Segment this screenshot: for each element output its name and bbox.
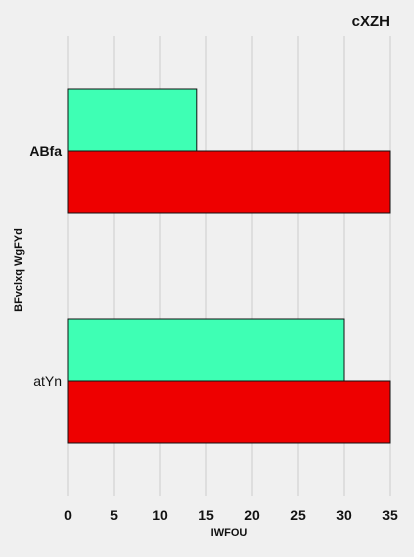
bar [67, 380, 391, 444]
x-tick-label: 15 [198, 507, 214, 523]
tick-labels: 0 5 10 15 20 25 30 35 ABfa atYn [29, 143, 398, 523]
x-tick-label: 0 [64, 507, 72, 523]
x-tick-label: 30 [336, 507, 352, 523]
y-tick-label: atYn [33, 373, 62, 389]
x-tick-label: 10 [152, 507, 168, 523]
x-tick-label: 35 [382, 507, 398, 523]
bar [67, 88, 198, 152]
bar [67, 150, 391, 214]
y-tick-label: ABfa [29, 143, 62, 159]
y-axis-label: BFvclxq WgFYd [13, 228, 25, 312]
chart-title: cXZH [352, 13, 390, 30]
x-tick-label: 5 [110, 507, 118, 523]
bars [67, 88, 391, 444]
x-tick-label: 20 [244, 507, 260, 523]
bar [67, 318, 345, 382]
x-tick-label: 25 [290, 507, 306, 523]
x-axis-label: IWFOU [211, 527, 248, 539]
